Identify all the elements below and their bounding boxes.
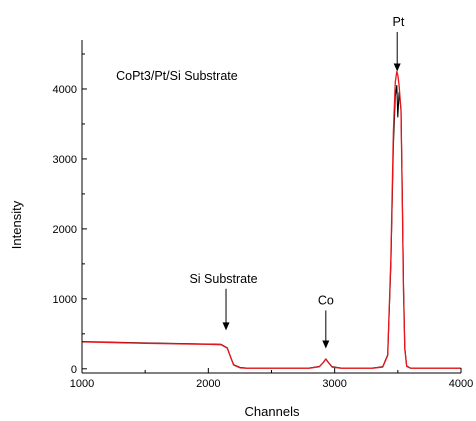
annotation-arrow-head: [222, 322, 230, 331]
series-layer: [81, 70, 461, 369]
y-tick-label: 1000: [53, 294, 77, 306]
annotations: CoPt3/Pt/Si Substrate Si Substrate Co Pt: [116, 15, 405, 349]
x-ticks: 1000 2000 3000 4000: [70, 368, 473, 390]
annotation-label: Pt: [393, 15, 405, 29]
x-tick-label: 4000: [449, 378, 473, 390]
annotation-label: CoPt3/Pt/Si Substrate: [116, 69, 238, 83]
y-ticks: 0 1000 2000 3000 4000: [53, 53, 87, 376]
annotation-arrow-head: [322, 340, 330, 349]
y-tick-label: 3000: [53, 154, 77, 166]
annotation-label: Co: [318, 293, 334, 307]
y-tick-label: 2000: [53, 224, 77, 236]
annotation-label: Si Substrate: [189, 272, 257, 286]
y-axis-title: Intensity: [9, 200, 24, 249]
x-axis-title: Channels: [245, 404, 300, 419]
series-line-fit: [81, 70, 461, 369]
y-tick-label: 0: [71, 364, 77, 376]
x-tick-label: 2000: [196, 378, 220, 390]
x-tick-label: 1000: [70, 378, 94, 390]
y-tick-label: 4000: [53, 84, 77, 96]
annotation-arrow-head: [393, 63, 401, 72]
plot-area: 1000 2000 3000 4000 0 1000 2000 3000 4000 CoPt3…: [53, 15, 474, 390]
x-tick-label: 3000: [322, 378, 346, 390]
